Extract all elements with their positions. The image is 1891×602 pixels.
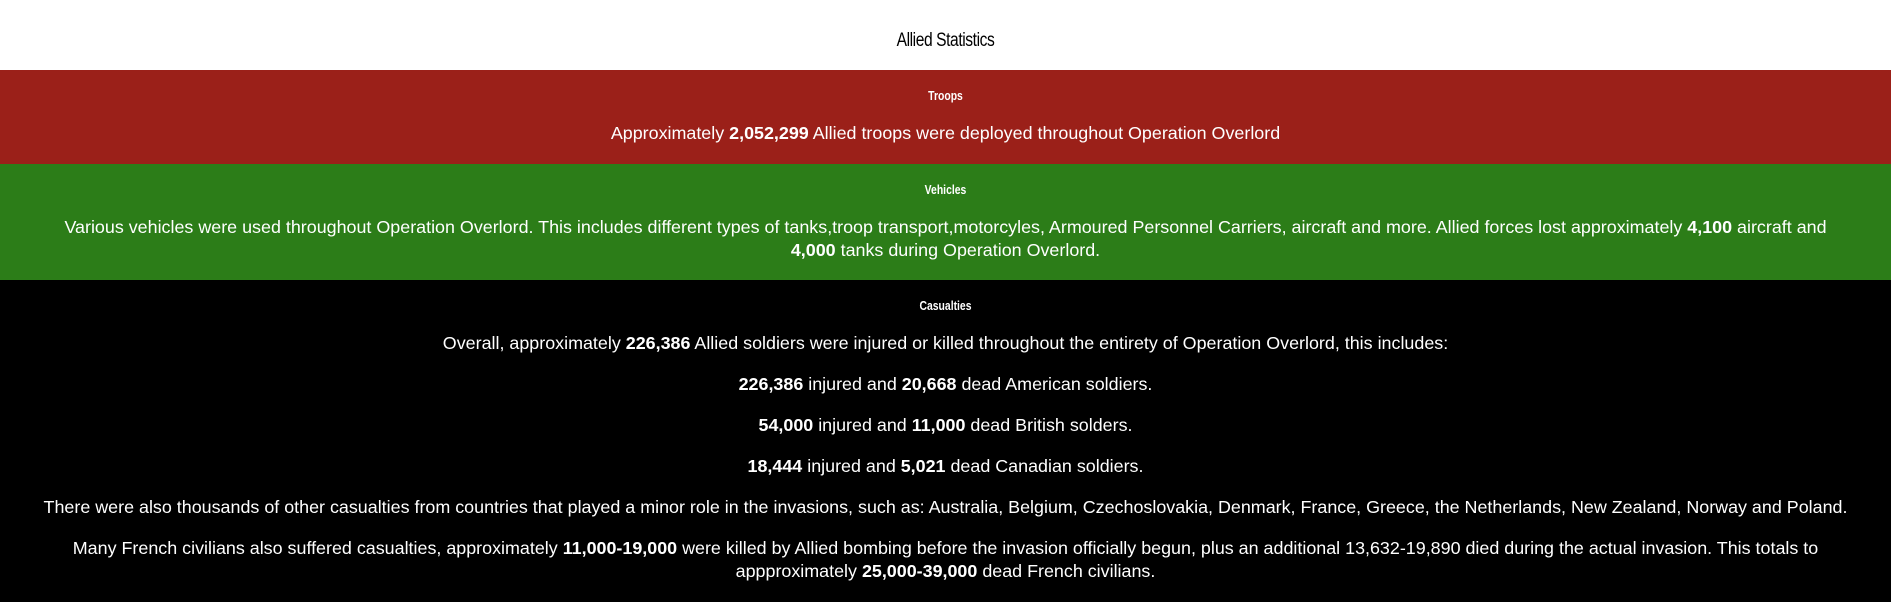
text-run: injured and (803, 374, 902, 394)
troops-heading: Troops (928, 88, 963, 103)
text-run: tanks during Operation Overlord. (835, 240, 1101, 260)
text-run: dead Canadian soldiers. (945, 456, 1144, 476)
casualties-heading: Casualties (919, 298, 972, 313)
casualties-section: Casualties Overall, approximately 226,38… (0, 280, 1891, 602)
american-injured-count: 226,386 (738, 374, 804, 394)
troops-paragraph: Approximately 2,052,299 Allied troops we… (0, 122, 1891, 145)
text-run: aircraft and (1732, 217, 1827, 237)
text-run: dead American soldiers. (956, 374, 1153, 394)
text-run: Various vehicles were used throughout Op… (64, 217, 1688, 237)
american-dead-count: 20,668 (901, 374, 957, 394)
french-civilians-paragraph-line-1: Many French civilians also suffered casu… (0, 537, 1891, 560)
french-killed-bombing-range: 11,000-19,000 (562, 538, 678, 558)
text-run: Approximately (610, 123, 730, 143)
text-run: Allied soldiers were injured or killed t… (690, 333, 1449, 353)
page-title: Allied Statistics (896, 30, 995, 51)
vehicles-paragraph-line-2: 4,000 tanks during Operation Overlord. (0, 239, 1891, 262)
text-run: were killed by Allied bombing before the… (677, 538, 1819, 558)
overall-casualties-count: 226,386 (625, 333, 691, 353)
canadian-casualties-paragraph: 18,444 injured and 5,021 dead Canadian s… (0, 455, 1891, 478)
vehicles-heading: Vehicles (924, 182, 967, 197)
troops-count: 2,052,299 (729, 123, 809, 143)
text-run: injured and (802, 456, 901, 476)
canadian-injured-count: 18,444 (747, 456, 803, 476)
american-casualties-paragraph: 226,386 injured and 20,668 dead American… (0, 373, 1891, 396)
british-casualties-paragraph: 54,000 injured and 11,000 dead British s… (0, 414, 1891, 437)
other-countries-paragraph: There were also thousands of other casua… (43, 497, 1848, 517)
tanks-lost-count: 4,000 (790, 240, 836, 260)
vehicles-section: Vehicles Various vehicles were used thro… (0, 164, 1891, 280)
text-run: Many French civilians also suffered casu… (72, 538, 563, 558)
overall-casualties-paragraph: Overall, approximately 226,386 Allied so… (0, 332, 1891, 355)
text-run: dead French civilians. (977, 561, 1156, 581)
french-civilians-paragraph-line-2: appproximately 25,000-39,000 dead French… (0, 560, 1891, 583)
text-run: Overall, approximately (442, 333, 626, 353)
troops-section: Troops Approximately 2,052,299 Allied tr… (0, 70, 1891, 164)
french-total-dead-range: 25,000-39,000 (861, 561, 978, 581)
text-run: appproximately (735, 561, 862, 581)
text-run: Allied troops were deployed throughout O… (808, 123, 1281, 143)
text-run: dead British solders. (965, 415, 1133, 435)
aircraft-lost-count: 4,100 (1687, 217, 1733, 237)
british-dead-count: 11,000 (911, 415, 966, 435)
canadian-dead-count: 5,021 (900, 456, 946, 476)
text-run: injured and (813, 415, 912, 435)
vehicles-paragraph-line-1: Various vehicles were used throughout Op… (0, 216, 1891, 239)
british-injured-count: 54,000 (758, 415, 814, 435)
